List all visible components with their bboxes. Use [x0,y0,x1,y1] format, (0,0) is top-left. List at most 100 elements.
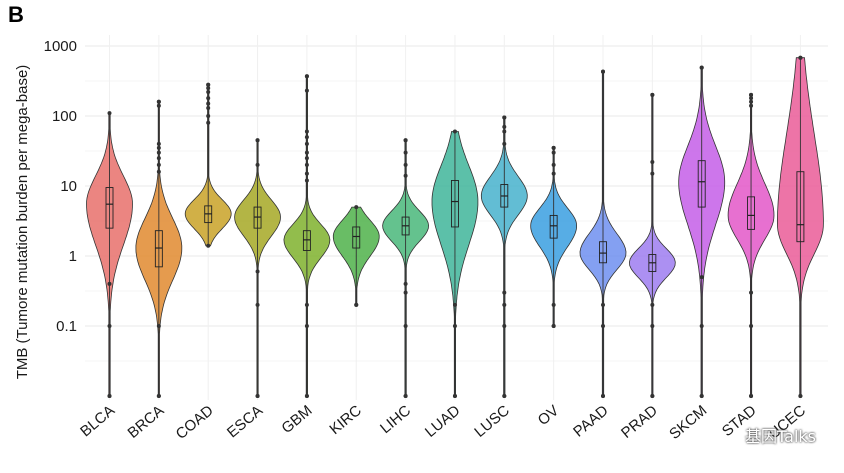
outlier-point [502,129,507,134]
outlier-point [601,69,605,74]
outlier-point [156,99,161,104]
outlier-point [206,101,211,106]
outlier-point [502,394,507,398]
outlier-point [749,96,754,101]
violin-gbm [283,74,331,398]
outlier-point [206,106,211,111]
x-tick-label: LUSC [471,402,513,441]
x-tick-label: LIHC [377,402,414,437]
outlier-point [502,290,507,295]
outlier-point [304,74,309,79]
box [796,171,805,243]
outlier-point [699,275,704,280]
outlier-point [206,114,211,118]
x-tick-label: GBM [278,402,315,437]
x-tick-label: BRCA [125,402,168,442]
outlier-point [156,162,161,167]
outlier-point [156,156,161,161]
outlier-point [304,162,309,167]
outlier-point [156,103,161,108]
outlier-point [601,324,605,328]
outlier-point [749,324,754,328]
x-tick-label: BLCA [77,402,118,440]
x-tick-label: COAD [173,402,217,443]
outlier-point [206,86,211,91]
outlier-point [403,138,408,143]
outlier-point [255,302,260,307]
outlier-point [601,302,605,307]
outlier-point [502,124,507,129]
outlier-point [156,141,161,146]
outlier-point [107,111,112,116]
outlier-point [206,96,211,101]
outlier-point [255,394,260,398]
violin-skcm [678,65,726,398]
violin-lusc [480,115,528,398]
outlier-point [206,243,211,248]
outlier-point [551,324,556,328]
outlier-point [551,162,556,167]
outlier-point [403,394,408,398]
outlier-point [354,205,359,210]
outlier-point [551,150,556,155]
x-tick-label: KIRC [326,402,365,438]
outlier-point [107,324,112,328]
box [599,241,607,264]
outlier-point [502,141,507,146]
outlier-point [304,171,309,176]
violin-brca [135,99,183,398]
violin-luad [431,129,479,398]
x-tick-label: SKCM [666,402,710,443]
outlier-point [551,302,556,307]
outlier-point [650,324,655,328]
violin-blca [86,111,133,398]
y-tick-label: 0.1 [56,318,77,335]
outlier-point [304,150,309,155]
panel-label: B [8,2,24,27]
outlier-point [699,324,704,328]
outlier-point [650,302,655,307]
x-tick-label: OV [535,402,563,429]
watermark: 基因Talks [745,427,816,446]
outlier-point [452,394,457,398]
outlier-point [403,281,408,286]
outlier-point [452,324,457,328]
outlier-point [650,160,655,165]
outlier-point [798,394,803,398]
outlier-point [304,302,309,307]
outlier-point [403,290,408,295]
outlier-point [749,103,754,108]
outlier-point [304,394,309,398]
outlier-point [650,394,655,398]
box [747,196,755,230]
outlier-point [156,150,161,155]
x-tick-label: LUAD [422,402,464,441]
violin-prad [628,92,676,398]
outlier-point [551,171,556,176]
outlier-point [354,302,359,307]
outlier-point [304,178,309,183]
box [105,187,114,229]
outlier-point [156,169,161,174]
outlier-point [107,281,112,286]
x-tick-label: ESCA [224,402,266,441]
y-axis-title: TMB (Tumore mutation burden per mega-bas… [14,65,31,380]
violin-ucec [777,55,824,398]
violins [86,55,824,398]
violin-coad [184,82,232,248]
outlier-point [601,394,605,398]
outlier-point [304,324,309,328]
y-tick-label: 1000 [44,38,77,55]
x-axis-labels: BLCA BRCA COAD ESCA GBM KIRC LIHC LUAD LUSC OV PAA… [77,402,809,443]
box [154,230,163,268]
outlier-point [452,302,457,307]
violin-ov [530,145,577,328]
outlier-point [749,99,754,104]
box [352,226,361,249]
outlier-point [304,135,309,140]
outlier-point [749,92,754,97]
y-axis-ticks: 0.1 1 10 100 1000 [44,38,77,335]
violin-lihc [382,138,430,398]
outlier-point [255,162,260,167]
